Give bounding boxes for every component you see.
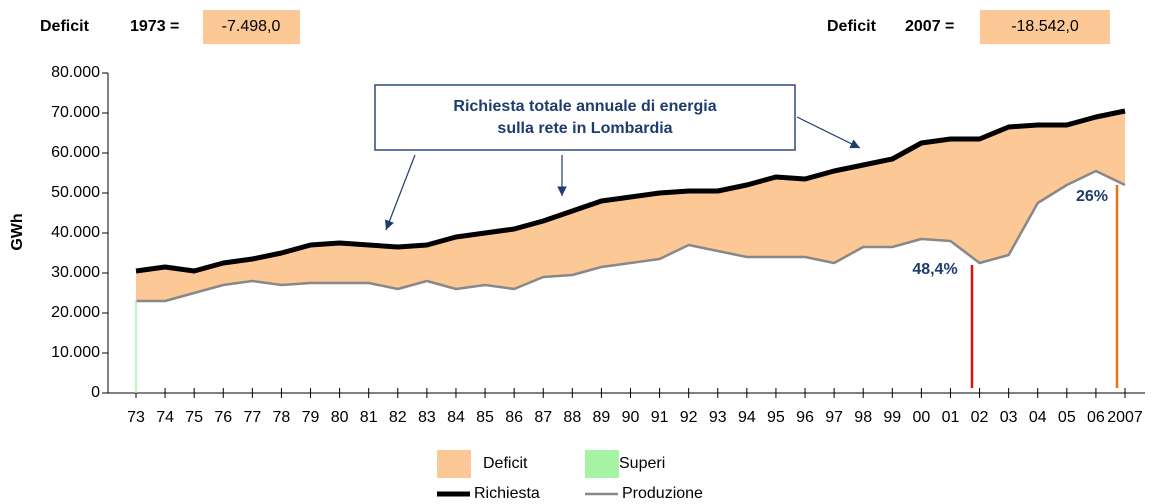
y-tick-label: 40.000 — [51, 224, 100, 241]
y-tick-label: 20.000 — [51, 304, 100, 321]
y-tick-label: 70.000 — [51, 104, 100, 121]
header-value: -18.542,0 — [1011, 18, 1079, 35]
deficit-area — [136, 111, 1125, 301]
x-tick-label: 91 — [651, 409, 669, 426]
value-box — [980, 10, 1110, 44]
x-tick-label: 88 — [563, 409, 581, 426]
header-label: Deficit — [40, 18, 90, 35]
y-tick-label: 30.000 — [51, 264, 100, 281]
legend: Deficit Superi Richiesta Produzione — [437, 450, 703, 502]
x-tick-label: 73 — [127, 409, 145, 426]
header-label: Deficit — [827, 18, 877, 35]
legend-swatch — [585, 450, 619, 478]
x-tick-label: 90 — [622, 409, 640, 426]
x-tick-label: 80 — [331, 409, 349, 426]
x-tick-label: 01 — [942, 409, 960, 426]
x-tick-label: 81 — [360, 409, 378, 426]
x-tick-label: 75 — [185, 409, 203, 426]
x-tick-label: 92 — [680, 409, 698, 426]
percent-label: 26% — [1076, 188, 1108, 205]
y-axis-label: GWh — [9, 213, 26, 250]
header-value: -7.498,0 — [222, 18, 281, 35]
callout-box — [374, 84, 796, 151]
x-tick-label: 82 — [389, 409, 407, 426]
percent-label: 48,4% — [912, 261, 957, 278]
y-tick-label: 50.000 — [51, 184, 100, 201]
x-tick-label: 79 — [302, 409, 320, 426]
x-tick-label: 93 — [709, 409, 727, 426]
x-tick-label: 76 — [214, 409, 232, 426]
x-tick-label: 98 — [854, 409, 872, 426]
x-tick-label: 85 — [476, 409, 494, 426]
x-tick-label: 06 — [1087, 409, 1105, 426]
x-tick-label: 78 — [273, 409, 291, 426]
x-tick-label: 96 — [796, 409, 814, 426]
x-tick-label: 77 — [243, 409, 261, 426]
x-tick-label: 2007 — [1107, 409, 1143, 426]
header-year: 1973 = — [130, 18, 179, 35]
x-tick-label: 00 — [912, 409, 930, 426]
x-tick-label: 97 — [825, 409, 843, 426]
x-tick-label: 04 — [1029, 409, 1047, 426]
x-tick-label: 03 — [1000, 409, 1018, 426]
x-tick-label: 87 — [534, 409, 552, 426]
y-tick-label: 80.000 — [51, 64, 100, 81]
x-tick-label: 94 — [738, 409, 756, 426]
x-tick-label: 05 — [1058, 409, 1076, 426]
callout-text: Richiesta totale annuale di energia sulla… — [453, 98, 716, 137]
legend-label: Superi — [619, 455, 665, 472]
x-tick-label: 84 — [447, 409, 465, 426]
value-box — [203, 10, 300, 44]
arrow — [796, 116, 861, 149]
legend-label: Deficit — [483, 455, 528, 472]
y-tick-label: 0 — [91, 384, 100, 401]
line-richiesta — [135, 108, 1126, 274]
line-produzione — [136, 169, 1126, 303]
arrow — [384, 154, 416, 231]
header-year: 2007 = — [905, 18, 954, 35]
x-tick-label: 83 — [418, 409, 436, 426]
legend-label: Produzione — [622, 485, 703, 502]
x-tick-label: 74 — [156, 409, 174, 426]
y-tick-label: 60.000 — [51, 144, 100, 161]
x-tick-label: 99 — [883, 409, 901, 426]
x-tick-label: 89 — [593, 409, 611, 426]
legend-label: Richiesta — [474, 485, 540, 502]
x-tick-label: 86 — [505, 409, 523, 426]
x-tick-label: 95 — [767, 409, 785, 426]
plot: 0 10.000 20.000 30.000 40.000 50.000 60.000 70.… — [51, 64, 1145, 426]
x-tick-label: 02 — [971, 409, 989, 426]
y-tick-label: 10.000 — [51, 344, 100, 361]
legend-swatch — [437, 450, 471, 478]
